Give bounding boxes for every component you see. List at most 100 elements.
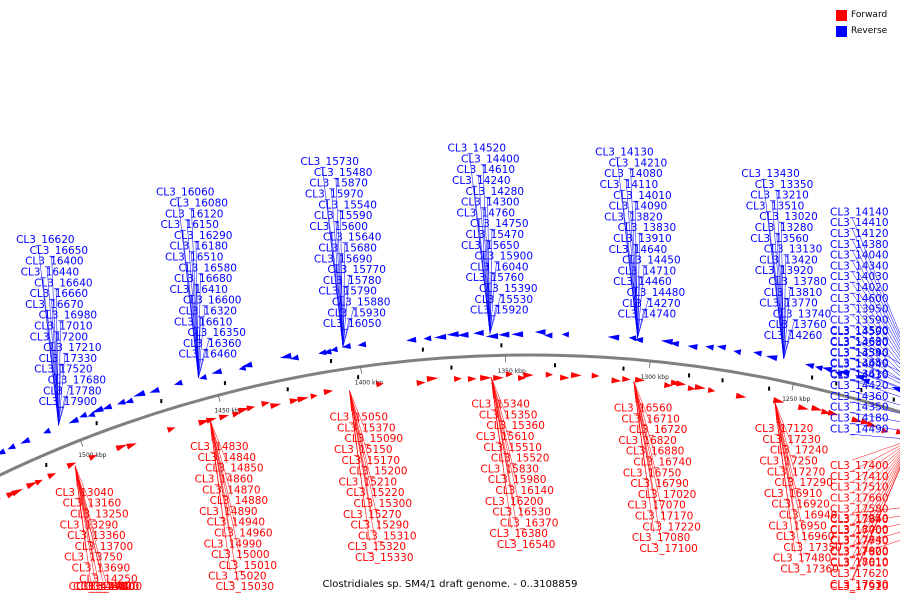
gene-label: CL3_15290: [350, 520, 409, 532]
reverse-gene-arrow: [406, 336, 417, 343]
gene-label: CL3_17680: [48, 375, 107, 387]
gene-label: CL3_13500: [830, 325, 889, 337]
label-leader-line: [851, 249, 900, 346]
forward-gene-arrow: [772, 397, 785, 404]
gene-label: CL3_17630: [830, 579, 889, 591]
scale-tick-mark: [360, 367, 362, 374]
gene-label: CL3_16150: [160, 219, 219, 231]
scale-tick-label: 1350 kbp: [498, 368, 526, 375]
gene-label: CL3_13560: [750, 233, 809, 245]
reverse-swatch-icon: [836, 25, 847, 37]
gene-label: CL3_15340: [471, 399, 530, 411]
gene-label: CL3_15010: [219, 560, 278, 572]
label-leader-line: [349, 390, 378, 553]
gene-label: CL3_16650: [30, 245, 89, 257]
gene-label: CL3_14990: [204, 538, 263, 550]
gene-label: CL3_13700: [75, 541, 134, 553]
label-leader-line: [482, 164, 491, 334]
forward-gene-arrow: [310, 393, 318, 400]
gene-label: CL3_14440: [830, 359, 889, 371]
forward-gene-arrow: [480, 375, 492, 382]
label-leader-line: [331, 188, 344, 348]
gene-label: CL3_17080: [632, 532, 691, 544]
gene-label: CL3_16540: [497, 539, 556, 551]
gene-label: CL3_16580: [178, 262, 237, 274]
label-leader-line: [851, 303, 900, 365]
forward-gene-arrow: [634, 376, 646, 383]
forward-gene-arrow: [570, 372, 582, 379]
label-leader-line: [851, 217, 900, 335]
scale-tick-label: 1250 kbp: [782, 396, 810, 403]
gene-label: CL3_15220: [346, 487, 405, 499]
forward-gene-arrow: [261, 401, 270, 408]
gene-label: CL3_17270: [767, 466, 826, 478]
label-leader-line: [774, 402, 796, 553]
gene-label: CL3_14740: [618, 309, 677, 321]
label-leader-line: [851, 292, 900, 361]
gene-label: CL3_16040: [470, 261, 529, 273]
label-leader-line: [634, 200, 638, 338]
gene-label: CL3_17100: [639, 543, 698, 555]
genome-caption: Clostridiales sp. SM4/1 draft genome. - …: [322, 579, 578, 590]
strand-legend: Forward Reverse: [836, 7, 898, 39]
gene-label: CL3_14340: [830, 260, 889, 272]
label-leader-line: [637, 233, 640, 338]
gene-label: CL3_16740: [633, 456, 692, 468]
reverse-gene-arrow: [446, 331, 459, 338]
rna-feature-mark: [223, 381, 226, 386]
reverse-gene-arrow: [534, 329, 546, 336]
label-leader-line: [342, 242, 346, 348]
forward-gene-arrow: [851, 416, 863, 423]
label-leader-line: [186, 219, 199, 378]
gene-label: CL3_17240: [770, 445, 829, 457]
gene-label: CL3_15930: [327, 307, 386, 319]
gene-label: CL3_17620: [830, 568, 889, 580]
gene-label: CL3_13820: [604, 211, 663, 223]
gene-label: CL3_16140: [495, 485, 554, 497]
gene-label: CL3_14810: [73, 581, 132, 593]
reverse-gene-arrow: [660, 338, 674, 345]
gene-label: CL3_17700: [830, 525, 889, 537]
gene-label: CL3_15390: [479, 283, 538, 295]
label-leader-line: [489, 261, 497, 334]
forward-gene-arrow: [493, 375, 504, 382]
gene-label: CL3_18010: [830, 556, 889, 568]
label-leader-line: [74, 465, 97, 541]
gene-label: CL3_14480: [627, 287, 686, 299]
label-leader-line: [349, 390, 370, 542]
reverse-gene-arrow: [211, 368, 223, 375]
label-leader-line: [482, 207, 491, 334]
label-leader-line: [851, 458, 900, 536]
gene-label: CL3_16790: [630, 478, 689, 490]
forward-gene-arrow: [0, 498, 1, 500]
gene-label: CL3_15000: [211, 549, 270, 561]
forward-gene-arrow: [866, 420, 877, 427]
label-leader-line: [774, 401, 793, 445]
reverse-gene-arrow: [753, 350, 763, 357]
forward-gene-arrow: [545, 371, 554, 378]
gene-label: CL3_14960: [214, 528, 273, 540]
gene-label: CL3_15360: [486, 420, 545, 432]
gene-label: CL3_13830: [618, 222, 677, 234]
forward-gene-arrow: [664, 382, 673, 388]
gene-label: CL3_14640: [609, 244, 668, 256]
legend-forward: Forward: [836, 7, 898, 23]
reverse-gene-arrow: [498, 331, 510, 338]
gene-label: CL3_17970: [830, 581, 889, 593]
label-leader-line: [851, 443, 900, 461]
gene-label: CL3_14030: [830, 271, 889, 283]
forward-gene-arrow: [694, 383, 706, 390]
label-leader-line: [783, 254, 787, 359]
gene-label: CL3_14240: [452, 175, 511, 187]
gene-label: CL3_13210: [750, 190, 809, 202]
gene-label: CL3_16950: [768, 520, 827, 532]
legend-reverse-label: Reverse: [851, 26, 888, 36]
label-leader-lines: [37, 153, 900, 582]
label-leader-line: [851, 434, 900, 439]
gene-label: CL3_16980: [39, 310, 98, 322]
gene-label: CL3_13650: [830, 358, 889, 370]
label-leader-line: [335, 221, 344, 348]
scale-tick-label: 1400 kbp: [355, 380, 383, 387]
gene-label: CL3_17950: [830, 513, 889, 525]
